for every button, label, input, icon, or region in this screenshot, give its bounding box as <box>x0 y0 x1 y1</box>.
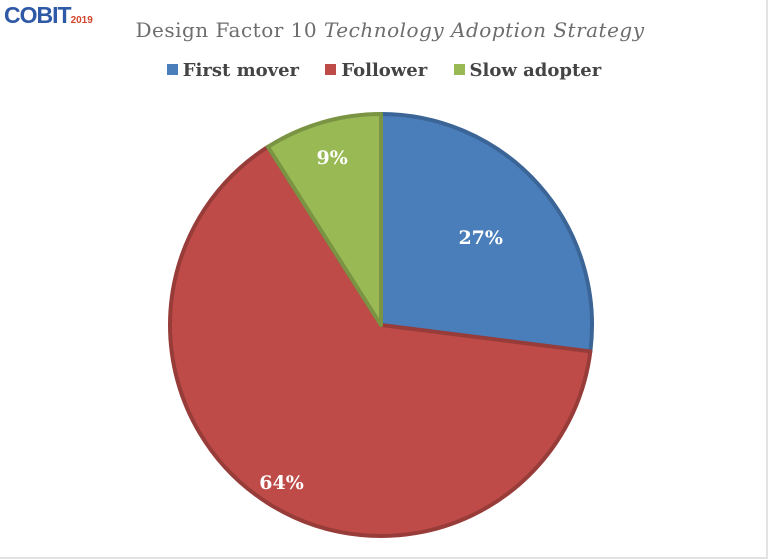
pie-label-first-mover: 27% <box>458 227 503 249</box>
pie-slice-follower <box>168 144 593 538</box>
logo-text: COBIT <box>4 2 72 28</box>
legend-item-first-mover: First mover <box>166 60 300 81</box>
legend-item-slow-adopter: Slow adopter <box>453 60 602 81</box>
pie-slice-first-mover <box>379 112 594 354</box>
pie-label-slow-adopter: 9% <box>316 147 347 169</box>
chart-title: Design Factor 10 Technology Adoption Str… <box>0 18 768 42</box>
pie-slice-slow-adopter <box>265 112 383 327</box>
legend-label-first-mover: First mover <box>182 60 300 81</box>
legend-swatch-follower <box>325 64 337 75</box>
legend-swatch-first-mover <box>166 64 178 75</box>
chart-title-italic: Technology Adoption Strategy <box>324 18 645 42</box>
logo-year: 2019 <box>70 15 93 26</box>
legend-swatch-slow-adopter <box>453 64 465 75</box>
pie-label-follower: 64% <box>259 472 304 494</box>
legend-item-follower: Follower <box>325 60 427 81</box>
legend: First mover Follower Slow adopter <box>0 60 768 81</box>
legend-label-slow-adopter: Slow adopter <box>469 60 602 81</box>
cobit-logo: COBIT2019 <box>4 4 93 27</box>
chart-title-plain: Design Factor 10 <box>135 18 324 42</box>
legend-label-follower: Follower <box>341 60 428 81</box>
